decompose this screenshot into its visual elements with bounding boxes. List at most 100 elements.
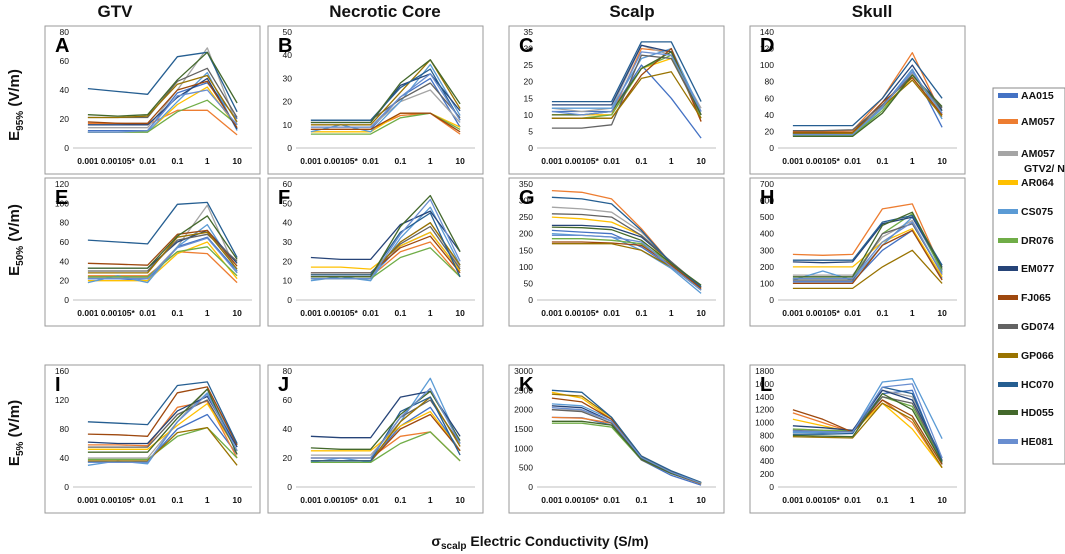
y-tick-label: 140 <box>760 27 774 37</box>
legend-swatch <box>998 119 1018 124</box>
panel-J: 0 20 40 60 80 0.001 0.00105* 0.01 0.1 1 10 J <box>267 364 484 514</box>
row-label-e5-main: E <box>6 456 23 466</box>
series-line-fj065 <box>310 112 461 133</box>
x-tick-label: 0.001 <box>300 495 322 505</box>
series-line-hd055 <box>310 390 461 450</box>
series-line-hd055 <box>310 59 461 124</box>
y-tick-label: 60 <box>60 56 70 66</box>
series-line-hc070 <box>551 41 702 103</box>
y-tick-label: 0 <box>287 295 292 305</box>
legend-label: AR064 <box>1021 177 1054 189</box>
y-tick-label: 20 <box>283 453 293 463</box>
x-tick-label: 0.00105* <box>324 156 359 166</box>
x-tick-label: 0.00105* <box>101 156 136 166</box>
series-line-hc070 <box>310 68 461 121</box>
x-tick-label: 0.1 <box>395 495 407 505</box>
x-tick-label: 1 <box>205 156 210 166</box>
x-tick-label: 0.1 <box>172 156 184 166</box>
series-line-he081 <box>551 51 702 116</box>
series-line-hd055 <box>792 74 943 138</box>
x-tick-label: 1 <box>910 495 915 505</box>
y-tick-label: 80 <box>60 218 70 228</box>
legend-item: AA015 <box>998 90 1054 102</box>
y-tick-label: 60 <box>60 237 70 247</box>
y-tick-label: 500 <box>519 463 533 473</box>
series-line-em077 <box>87 77 238 130</box>
y-tick-label: 100 <box>760 278 774 288</box>
column-title-gtv: GTV <box>98 2 134 21</box>
svg-text:E50% (V/m): E50% (V/m) <box>6 204 26 276</box>
row-label-e95: E95% (V/m) <box>6 69 26 141</box>
y-tick-label: 80 <box>283 366 293 376</box>
y-tick-label: 200 <box>760 469 774 479</box>
legend-label: GP066 <box>1021 350 1054 362</box>
y-tick-label: 200 <box>760 262 774 272</box>
series-line-hc070 <box>551 389 702 484</box>
x-tick-label: 0.00105* <box>101 495 136 505</box>
panel-H: 0 100 200 300 400 500 600 700 0.001 0.00105* 0.01 0… <box>749 177 966 327</box>
panel-frame <box>267 364 484 514</box>
x-axis-title-sigma: σ <box>431 533 441 549</box>
series-line-dr076 <box>87 246 238 278</box>
legend-swatch <box>998 180 1018 185</box>
y-tick-label: 1800 <box>755 366 774 376</box>
y-tick-label: 50 <box>524 278 534 288</box>
series-line-am057 <box>792 203 943 271</box>
y-tick-label: 20 <box>765 126 775 136</box>
series-line-hc070 <box>87 381 238 444</box>
y-tick-label: 400 <box>760 456 774 466</box>
legend-label: EM077 <box>1021 263 1054 275</box>
x-tick-label: 0.1 <box>172 308 184 318</box>
panel-letter: C <box>519 35 533 57</box>
y-tick-label: 15 <box>524 93 534 103</box>
y-tick-label: 20 <box>283 97 293 107</box>
x-axis-title-sub: scalp <box>441 541 467 552</box>
y-tick-label: 0 <box>528 482 533 492</box>
svg-text:E95% (V/m): E95% (V/m) <box>6 69 26 141</box>
legend-item: FJ065 <box>998 292 1051 304</box>
legend-box <box>992 87 1065 465</box>
y-tick-label: 80 <box>60 424 70 434</box>
column-title-necrotic-core: Necrotic Core <box>329 2 440 21</box>
x-axis-title: σscalp Electric Conductivity (S/m) <box>431 533 648 552</box>
legend-swatch <box>998 295 1018 300</box>
y-tick-label: 100 <box>760 60 774 70</box>
series-line-ar064 <box>87 241 238 282</box>
legend-items: AA015 AM057 AM057 AR064 CS075 DR076 EM077 FJ065… <box>998 90 1055 448</box>
panel-letter: G <box>519 187 535 209</box>
x-tick-label: 0.00105* <box>806 308 841 318</box>
series-line-he081 <box>792 221 943 280</box>
series-line-gp066 <box>792 249 943 290</box>
x-tick-label: 10 <box>696 495 706 505</box>
y-tick-label: 50 <box>283 198 293 208</box>
panel-F: 0 10 20 30 40 50 60 0.001 0.00105* 0.01 0.1 1 10 F <box>267 177 484 327</box>
x-tick-label: 10 <box>937 308 947 318</box>
series-line-gp066 <box>87 426 238 466</box>
series-line-he081 <box>87 89 238 133</box>
row-label-e50-unit: (V/m) <box>6 204 23 246</box>
y-tick-label: 35 <box>524 27 534 37</box>
y-tick-label: 5 <box>528 126 533 136</box>
series-line-he081 <box>87 237 238 280</box>
y-tick-label: 40 <box>60 453 70 463</box>
x-tick-label: 0.01 <box>844 495 861 505</box>
y-tick-label: 500 <box>760 212 774 222</box>
x-tick-label: 0.1 <box>172 495 184 505</box>
y-tick-label: 0 <box>64 143 69 153</box>
row-label-e5-unit: (V/m) <box>6 400 23 442</box>
series-line-am057-gtv2-nc2 <box>87 204 238 279</box>
x-tick-label: 0.001 <box>77 156 99 166</box>
panel-A: 0 20 40 60 80 0.001 0.00105* 0.01 0.1 1 10 A <box>44 25 261 175</box>
row-label-e50: E50% (V/m) <box>6 204 26 276</box>
series-line-he081 <box>792 71 943 136</box>
column-title-scalp: Scalp <box>609 2 654 21</box>
series-line-fj065 <box>87 229 238 267</box>
y-tick-label: 1000 <box>755 418 774 428</box>
series-line-dr076 <box>310 431 461 464</box>
x-tick-label: 1 <box>669 495 674 505</box>
y-tick-label: 300 <box>519 196 533 206</box>
x-tick-label: 0.001 <box>782 156 804 166</box>
legend-swatch <box>998 266 1018 271</box>
series-line-hd055 <box>87 388 238 455</box>
